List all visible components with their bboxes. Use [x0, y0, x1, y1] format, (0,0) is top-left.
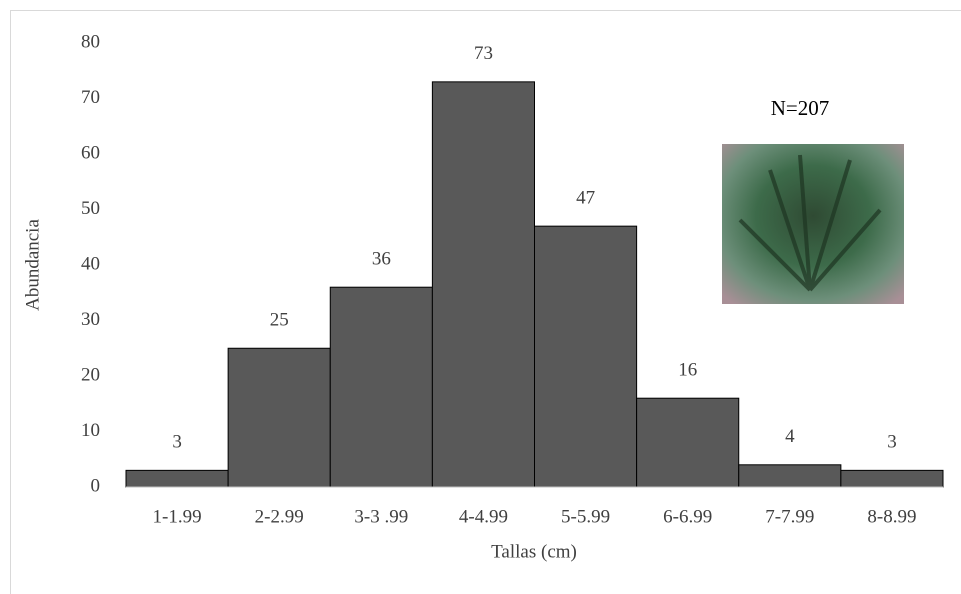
- bar: [228, 348, 330, 487]
- bar: [432, 82, 534, 487]
- bar: [739, 465, 841, 487]
- x-tick-label: 3-3 .99: [354, 506, 408, 527]
- y-axis-title: Abundancia: [22, 219, 43, 311]
- x-tick-label: 8-8.99: [867, 506, 916, 527]
- y-tick-label: 20: [81, 364, 100, 385]
- data-label: 47: [576, 188, 595, 209]
- data-label: 4: [785, 426, 795, 447]
- x-tick-label: 6-6.99: [663, 506, 712, 527]
- bar: [535, 226, 637, 487]
- x-tick-label: 2-2.99: [255, 506, 304, 527]
- data-label: 16: [678, 360, 697, 381]
- y-tick-label: 0: [91, 475, 101, 496]
- y-tick-label: 40: [81, 253, 100, 274]
- x-tick-label: 7-7.99: [765, 506, 814, 527]
- data-label: 73: [474, 43, 493, 64]
- x-tick-label: 4-4.99: [459, 506, 508, 527]
- y-tick-label: 80: [81, 31, 100, 52]
- page: N=207 Tallas (cm) Abundancia 0 10 20 30 40 50…: [0, 0, 961, 594]
- data-label: 36: [372, 249, 391, 270]
- bar: [637, 398, 739, 487]
- y-tick-label: 70: [81, 87, 100, 108]
- data-label: 3: [887, 432, 897, 453]
- data-label: 25: [270, 310, 289, 331]
- y-tick-label: 50: [81, 198, 100, 219]
- annotation: N=207: [771, 96, 830, 120]
- y-tick-label: 60: [81, 142, 100, 163]
- bar: [841, 470, 943, 487]
- y-tick-label: 10: [81, 420, 100, 441]
- bar: [126, 470, 228, 487]
- x-tick-label: 5-5.99: [561, 506, 610, 527]
- bar: [330, 287, 432, 487]
- y-tick-label: 30: [81, 309, 100, 330]
- chart: N=207 Tallas (cm) Abundancia 0 10 20 30 40 50…: [0, 0, 961, 594]
- x-axis-title: Tallas (cm): [491, 541, 577, 562]
- x-tick-label: 1-1.99: [153, 506, 202, 527]
- data-label: 3: [172, 432, 182, 453]
